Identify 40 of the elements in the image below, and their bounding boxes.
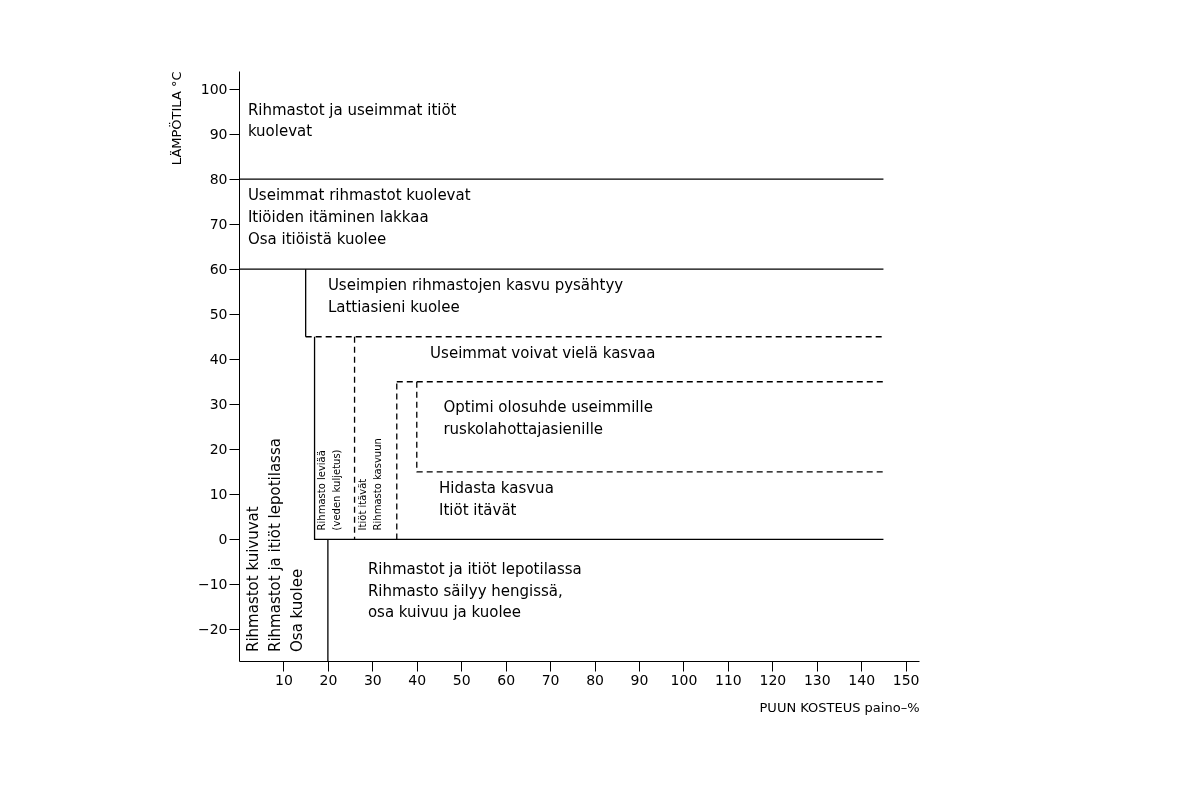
annotation: Useimpien rihmastojen kasvu pysähtyy Lattiasieni kuolee	[327, 276, 624, 316]
x-tick-label: 40	[408, 671, 427, 688]
annotation: Rihmastot ja useimmat itiöt kuolevat	[247, 100, 457, 141]
x-tick-label: 150	[892, 671, 920, 688]
y-axis-title: LÄMPÖTILA °C	[167, 71, 184, 166]
y-tick-label: 90	[209, 125, 228, 142]
y-tick-label: 30	[209, 395, 228, 412]
annotation: Optimi olosuhde useimmille ruskolahottajasienille	[443, 397, 653, 438]
x-tick-label: 70	[541, 671, 560, 688]
x-tick-label: 50	[452, 671, 471, 688]
x-tick-label: 130	[803, 671, 831, 688]
x-tick-label: 60	[497, 671, 516, 688]
y-tick-label: −20	[197, 620, 228, 637]
annotation: Itiöt itävät Rihmasto kasvuun	[357, 438, 383, 531]
y-tick-label: −10	[197, 575, 228, 592]
annotation: Rihmastot ja itiöt lepotilassa Rihmasto säilyy hengissä, osa kuivuu ja kuolee	[367, 559, 582, 622]
x-tick-label: 110	[715, 671, 742, 688]
y-tick-label: 70	[209, 215, 228, 232]
y-tick-label: 60	[209, 260, 228, 277]
y-tick-label: 50	[209, 305, 228, 322]
y-tick-label: 100	[200, 80, 228, 97]
x-tick-label: 90	[630, 671, 649, 688]
x-tick-label: 120	[759, 671, 787, 688]
y-tick-label: 80	[209, 170, 228, 187]
y-tick-label: 40	[209, 350, 228, 367]
y-tick-label: 20	[209, 440, 228, 457]
y-tick-label: 0	[218, 530, 228, 547]
x-axis-title: PUUN KOSTEUS paino–%	[759, 699, 920, 715]
x-tick-label: 100	[670, 671, 698, 688]
annotation: Rihmasto leviää (veden kuljetus)	[316, 449, 342, 531]
x-tick-label: 20	[319, 671, 338, 688]
annotation: Useimmat voivat vielä kasvaa	[430, 343, 656, 362]
x-tick-label: 140	[848, 671, 876, 688]
y-tick-label: 10	[209, 485, 228, 502]
x-tick-label: 80	[586, 671, 604, 688]
x-tick-label: 10	[275, 671, 293, 688]
annotation: Rihmastot kuivuvat Rihmastot ja itiöt lepotilassa Osa kuolee	[244, 438, 306, 652]
x-tick-label: 30	[363, 671, 382, 688]
annotation: Hidasta kasvua Itiöt itävät	[439, 478, 554, 519]
annotation: Useimmat rihmastot kuolevat Itiöiden itäminen lakkaa Osa itiöistä kuolee	[247, 186, 471, 248]
